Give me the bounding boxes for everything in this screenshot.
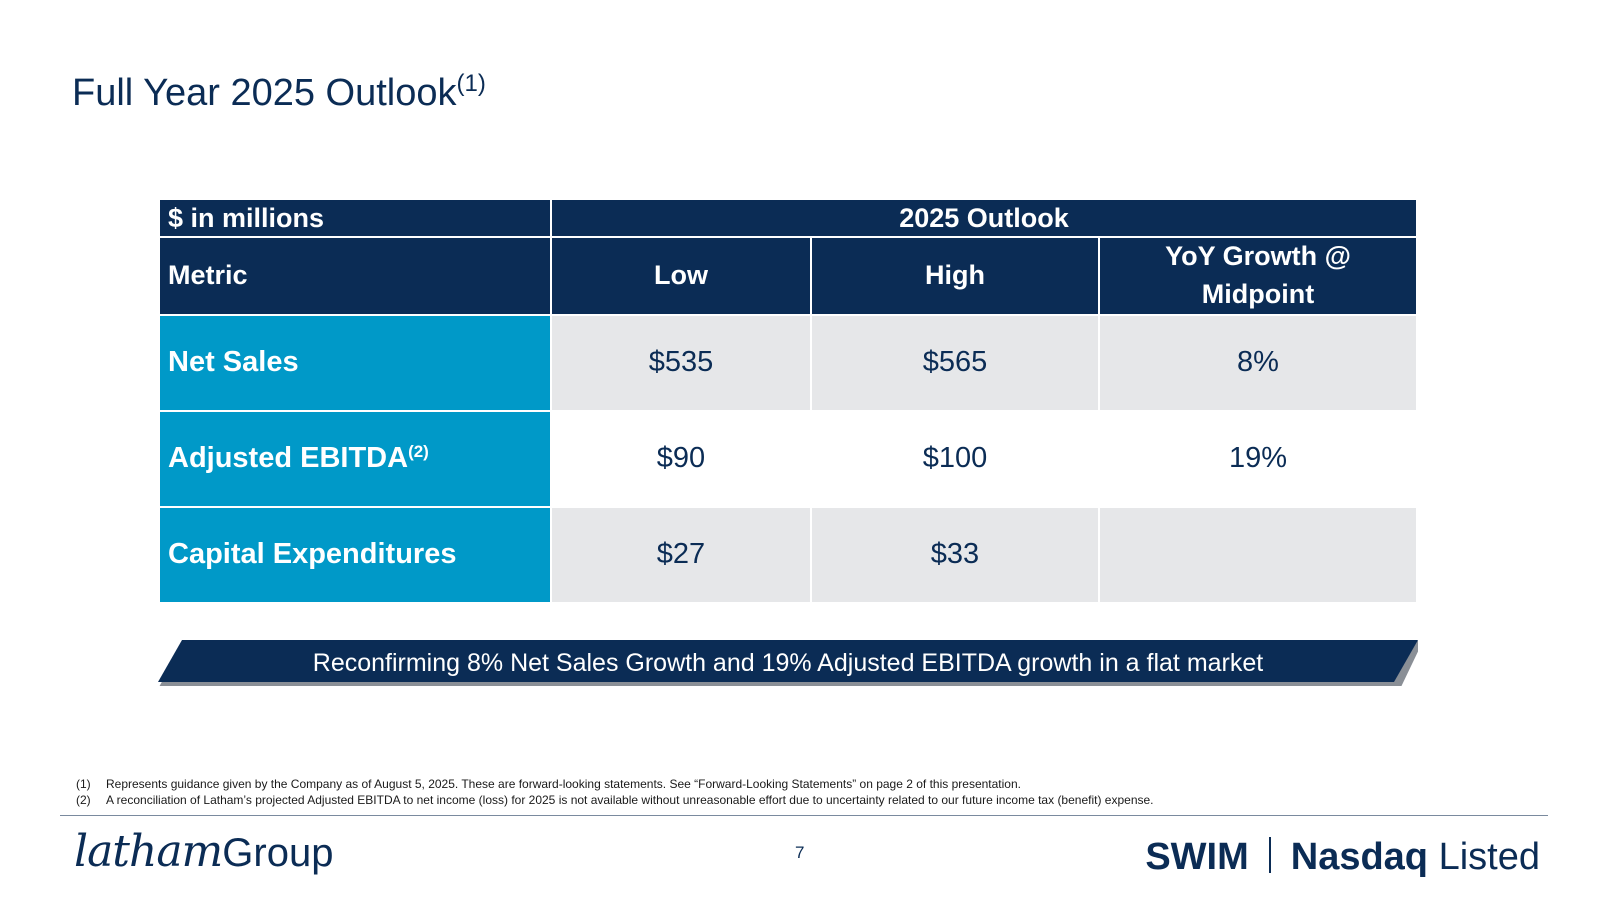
latham-group-logo: lathamGroup	[74, 826, 334, 877]
row-label-capital-expenditures: Capital Expenditures	[158, 505, 552, 604]
footnotes: (1) Represents guidance given by the Com…	[76, 776, 1154, 808]
ticker-symbol: SWIM	[1145, 836, 1249, 878]
footer-divider	[60, 815, 1548, 816]
cell-high: $33	[810, 505, 1100, 604]
footnote-1: (1) Represents guidance given by the Com…	[76, 776, 1154, 792]
cell-yoy	[1098, 505, 1418, 604]
logo-script-text: latham	[74, 826, 223, 877]
cell-high: $100	[810, 409, 1100, 508]
cell-yoy: 8%	[1098, 313, 1418, 412]
title-footnote-ref: (1)	[456, 70, 486, 97]
cell-low: $90	[550, 409, 812, 508]
metric-text: Adjusted EBITDA	[168, 442, 409, 475]
page-title-text: Full Year 2025 Outlook	[72, 72, 457, 114]
cell-low: $27	[550, 505, 812, 604]
metric-footnote-ref: (2)	[408, 442, 429, 462]
column-header-yoy-text: YoY Growth @ Midpoint	[1165, 241, 1351, 309]
outlook-group-header: 2025 Outlook	[550, 198, 1418, 238]
footnote-2: (2) A reconciliation of Latham’s project…	[76, 792, 1154, 808]
exchange-name: Nasdaq	[1290, 836, 1429, 878]
table-header-row-2: Metric Low High YoY Growth @ Midpoint	[158, 236, 1418, 316]
row-label-adjusted-ebitda: Adjusted EBITDA(2)	[158, 409, 552, 508]
summary-banner: Reconfirming 8% Net Sales Growth and 19%…	[158, 640, 1418, 686]
table-header-row-1: $ in millions 2025 Outlook	[158, 198, 1418, 238]
footnote-number: (2)	[76, 793, 91, 807]
column-header-high: High	[810, 236, 1100, 316]
page-title: Full Year 2025 Outlook(1)	[72, 70, 486, 115]
banner-text: Reconfirming 8% Net Sales Growth and 19%…	[312, 649, 1264, 677]
table-row: Capital Expenditures $27 $33	[158, 505, 1418, 604]
unit-label: $ in millions	[158, 198, 552, 238]
table-row: Net Sales $535 $565 8%	[158, 313, 1418, 412]
cell-high: $565	[810, 313, 1100, 412]
column-header-low: Low	[550, 236, 812, 316]
table-row: Adjusted EBITDA(2) $90 $100 19%	[158, 409, 1418, 508]
banner-shape	[158, 640, 1418, 686]
metric-text: Net Sales	[168, 346, 299, 379]
row-label-net-sales: Net Sales	[158, 313, 552, 412]
column-header-yoy: YoY Growth @ Midpoint	[1098, 236, 1418, 316]
ticker-separator	[1268, 837, 1271, 873]
footnote-text: Represents guidance given by the Company…	[106, 777, 1021, 791]
outlook-table: $ in millions 2025 Outlook Metric Low Hi…	[158, 198, 1418, 604]
listed-text: Listed	[1438, 836, 1540, 878]
logo-group-text: Group	[222, 831, 334, 875]
cell-low: $535	[550, 313, 812, 412]
footnote-number: (1)	[76, 777, 91, 791]
page-number: 7	[795, 843, 805, 862]
cell-yoy: 19%	[1098, 409, 1418, 508]
nasdaq-listing-logo: SWIM Nasdaq Listed	[1145, 836, 1540, 879]
metric-text: Capital Expenditures	[168, 538, 457, 571]
footnote-text: A reconciliation of Latham’s projected A…	[106, 793, 1154, 807]
column-header-metric: Metric	[158, 236, 552, 316]
